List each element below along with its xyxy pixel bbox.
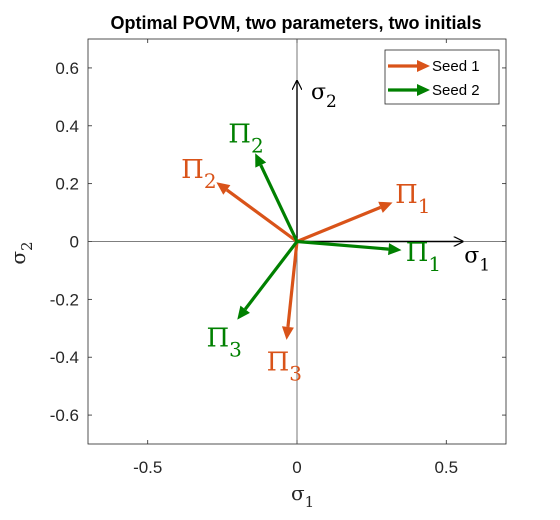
y-tick-label: 0.2	[55, 175, 79, 194]
vector-s1-3	[281, 241, 299, 340]
vector-s2-3-head	[237, 305, 250, 320]
y-tick-label: 0.4	[55, 117, 79, 136]
x-axis-label-base: σ	[291, 481, 305, 505]
vector-label-layer: Π1 Π2 Π3 Π1 Π2 Π3	[181, 119, 441, 385]
x-tick-label: -0.5	[133, 458, 162, 477]
vector-label-s1-1: Π1	[395, 180, 430, 218]
legend-entry: Seed 1	[388, 58, 480, 75]
x-axis-label: σ1	[291, 481, 314, 511]
vector-label-s2-3: Π3	[206, 323, 241, 361]
vector-s1-3-head	[281, 326, 294, 340]
sigma2-axis-label: σ2	[311, 80, 337, 112]
legend: Seed 1 Seed 2	[384, 49, 500, 105]
vector-s1-2	[216, 182, 298, 243]
y-tick-label: -0.6	[50, 406, 79, 425]
vector-s2-1	[296, 239, 402, 256]
y-tick-label: -0.2	[50, 290, 79, 309]
y-axis-label: σ2	[6, 241, 36, 264]
vector-s2-2-head	[255, 153, 267, 168]
vector-layer	[216, 153, 402, 340]
y-tick-label: 0	[70, 233, 79, 252]
legend-swatch	[388, 60, 430, 72]
legend-label: Seed 2	[432, 82, 480, 99]
vector-s2-2	[255, 153, 299, 243]
chart-title: Optimal POVM, two parameters, two initia…	[110, 13, 481, 33]
vector-s2-3	[237, 240, 299, 320]
legend-swatch	[388, 84, 430, 96]
vector-label-s1-2: Π2	[181, 155, 216, 193]
sigma1-axis-label: σ1	[464, 244, 490, 276]
y-axis-label-sub: 2	[18, 241, 36, 251]
legend-entries: Seed 1 Seed 2	[388, 58, 480, 99]
y-tick-label: 0.6	[55, 59, 79, 78]
vector-s1-1	[296, 201, 393, 243]
legend-label: Seed 1	[432, 58, 480, 75]
vector-s2-3-shaft	[243, 240, 299, 311]
x-tick-label: 0	[292, 458, 301, 477]
vector-s1-1-head	[378, 201, 393, 213]
y-tick-label: -0.4	[50, 348, 79, 367]
vector-s1-3-shaft	[286, 241, 299, 328]
y-axis-label-base: σ	[6, 251, 30, 265]
vector-s1-1-shaft	[296, 205, 382, 243]
tick-layer: -0.5 0 0.5 -0.6 -0.4 -0.2 0 0.2 0.4 0.6	[50, 39, 506, 477]
legend-box	[384, 49, 500, 105]
x-axis-label-sub: 1	[305, 493, 315, 511]
legend-entry: Seed 2	[388, 82, 480, 99]
vector-s2-1-shaft	[296, 239, 389, 251]
vector-s2-2-shaft	[259, 164, 299, 243]
vector-label-s2-1: Π1	[406, 238, 441, 276]
vector-s2-1-head	[388, 243, 402, 256]
vector-label-s2-2: Π2	[228, 119, 263, 157]
vector-label-s1-3: Π3	[267, 348, 302, 386]
legend-swatch-head	[417, 84, 430, 96]
x-tick-label: 0.5	[434, 458, 458, 477]
legend-swatch-head	[417, 60, 430, 72]
vector-s1-2-shaft	[225, 188, 298, 243]
vector-s1-2-head	[216, 182, 231, 195]
